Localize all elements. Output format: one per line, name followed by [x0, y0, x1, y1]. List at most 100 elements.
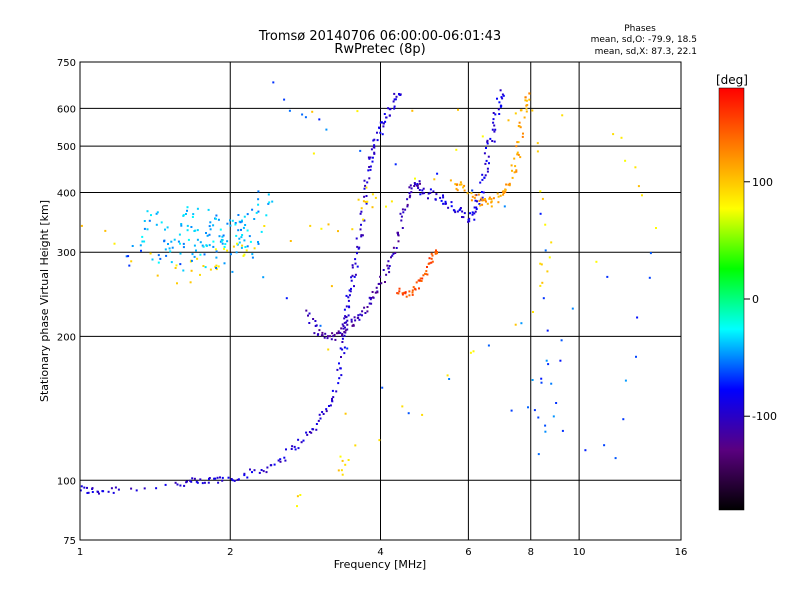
data-point	[265, 214, 268, 217]
data-point	[231, 219, 234, 222]
data-point	[488, 162, 490, 165]
data-point	[213, 477, 216, 480]
data-point	[368, 296, 371, 299]
data-point	[376, 291, 379, 294]
data-point	[330, 338, 333, 341]
data-point	[348, 289, 351, 292]
data-point	[346, 319, 349, 322]
data-point	[475, 206, 478, 209]
data-point	[174, 481, 177, 484]
data-point	[208, 477, 211, 479]
data-point	[508, 182, 511, 185]
data-point	[308, 431, 311, 433]
data-point	[209, 221, 212, 224]
data-point	[561, 429, 564, 432]
data-point	[343, 334, 346, 337]
data-point	[223, 246, 226, 248]
data-point	[470, 199, 473, 202]
data-point	[174, 267, 177, 269]
data-point	[471, 195, 474, 198]
data-point	[325, 410, 328, 413]
data-point	[212, 245, 215, 248]
data-point	[369, 165, 372, 168]
data-point	[371, 291, 374, 293]
chart-title: Tromsø 20140706 06:00:00-06:01:43	[258, 29, 501, 44]
data-point	[400, 219, 403, 222]
data-point	[354, 258, 357, 261]
data-point	[365, 186, 368, 189]
data-point	[356, 265, 359, 268]
data-point	[434, 252, 437, 255]
data-point	[373, 151, 376, 154]
data-point	[547, 363, 550, 366]
data-point	[635, 355, 637, 358]
data-point	[408, 196, 411, 199]
data-point	[421, 192, 424, 195]
data-point	[365, 202, 368, 205]
data-point	[394, 252, 397, 254]
data-point	[207, 208, 210, 211]
data-point	[251, 253, 254, 256]
data-point	[203, 253, 206, 256]
colorbar	[718, 87, 745, 511]
data-point	[190, 269, 193, 272]
data-point	[371, 206, 374, 209]
data-point	[221, 242, 224, 245]
data-point	[243, 474, 246, 477]
data-point	[513, 171, 516, 174]
data-point	[414, 183, 416, 186]
data-point	[386, 264, 389, 267]
data-point	[571, 307, 574, 310]
data-point	[350, 276, 353, 279]
data-point	[471, 211, 474, 214]
data-point	[185, 213, 187, 215]
data-point	[353, 285, 355, 288]
data-point	[308, 312, 311, 315]
data-point	[481, 178, 484, 181]
data-point	[251, 208, 254, 211]
data-point	[163, 240, 166, 243]
data-point	[150, 214, 152, 217]
data-point	[362, 218, 365, 221]
colorbar-tick-label: -100	[752, 410, 777, 423]
data-point	[312, 428, 315, 431]
data-point	[514, 165, 517, 168]
data-point	[411, 291, 414, 294]
data-point	[481, 196, 484, 199]
data-point	[478, 203, 481, 205]
data-point	[501, 97, 504, 100]
data-point	[341, 334, 344, 337]
data-point	[311, 110, 314, 113]
data-point	[477, 193, 480, 196]
data-point	[283, 456, 286, 459]
data-point	[483, 152, 486, 155]
data-point	[299, 494, 302, 496]
data-point	[232, 245, 235, 248]
data-point	[429, 191, 432, 194]
data-point	[80, 485, 83, 488]
data-point	[399, 94, 402, 96]
data-point	[189, 479, 192, 482]
data-point	[170, 261, 173, 264]
data-point	[329, 335, 331, 338]
data-point	[418, 189, 421, 191]
data-point	[180, 224, 183, 227]
data-point	[318, 329, 321, 332]
data-point	[262, 276, 265, 279]
data-point	[253, 247, 256, 250]
data-point	[182, 269, 185, 272]
data-point	[456, 183, 459, 186]
data-point	[507, 183, 510, 186]
data-point	[179, 252, 182, 255]
data-point	[199, 253, 202, 256]
data-point	[419, 193, 422, 196]
data-point	[345, 321, 348, 324]
data-point	[406, 205, 409, 208]
data-point	[491, 140, 494, 142]
data-point	[381, 133, 384, 136]
data-point	[536, 142, 539, 145]
data-point	[544, 223, 547, 226]
data-point	[414, 177, 416, 180]
data-point	[385, 273, 388, 276]
